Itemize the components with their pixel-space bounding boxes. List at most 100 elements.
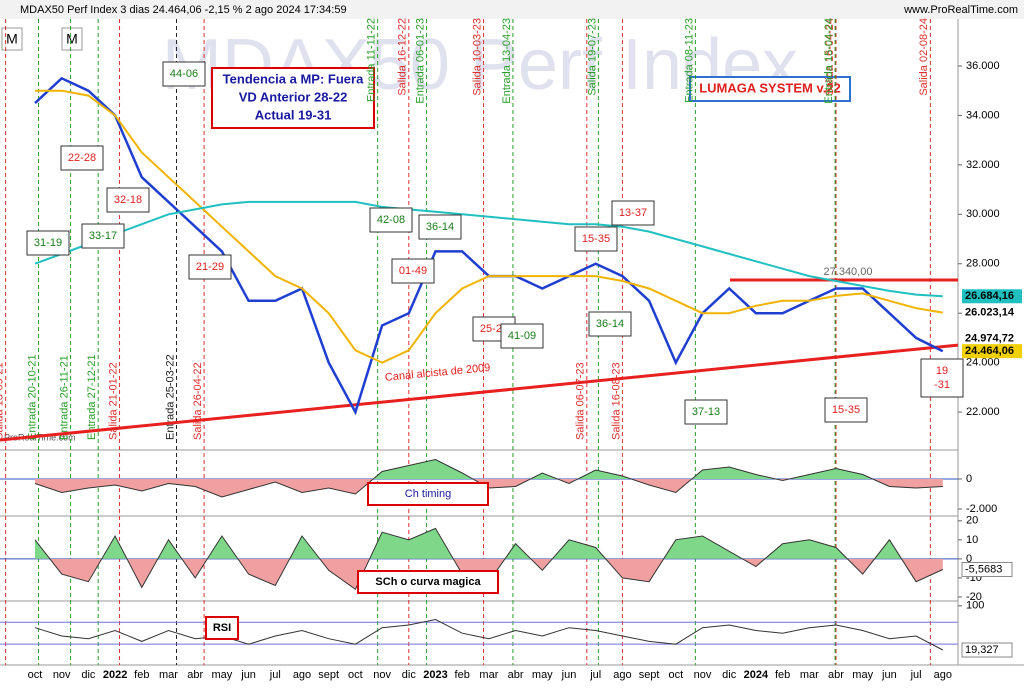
signal-box <box>26 230 70 256</box>
x-tick-label: oct <box>348 669 363 681</box>
event-label: Entrada 08-11-23 <box>683 18 695 103</box>
x-tick-label: jun <box>881 669 897 681</box>
system-label: LUMAGA SYSTEM v.22 <box>699 80 841 95</box>
x-tick-label: oct <box>668 669 683 681</box>
panel-label-box <box>367 482 489 506</box>
info-line: Actual 19-31 <box>255 107 332 122</box>
event-label: Salida 26-04-22 <box>192 362 204 440</box>
panel-label-box <box>205 616 239 640</box>
system-box <box>689 76 851 102</box>
signal-label: 41-09 <box>508 330 536 342</box>
x-tick-label: abr <box>187 669 203 681</box>
signal-label: 19 <box>936 365 948 377</box>
last-value-label: 24.974,72 <box>965 332 1014 344</box>
area-positive <box>35 528 902 559</box>
event-label: Salida 10-03-23 <box>471 18 483 96</box>
x-tick-label: 2024 <box>744 669 769 681</box>
x-tick-label: jul <box>910 669 922 681</box>
panel-label: SCh o curva magica <box>375 576 481 588</box>
button-label[interactable]: M <box>66 31 78 47</box>
signal-box <box>188 254 232 280</box>
y-tick-label: 0 <box>966 553 972 565</box>
y-tick-label: 30.000 <box>966 208 1000 220</box>
signal-box <box>824 397 868 423</box>
x-tick-label: ago <box>613 669 631 681</box>
trendline <box>0 343 959 442</box>
x-tick-label: may <box>852 669 873 681</box>
x-tick-label: oct <box>28 669 43 681</box>
signal-label: 36-14 <box>596 318 624 330</box>
info-line: Tendencia a MP: Fuera <box>223 71 364 86</box>
y-tick-label: 10 <box>966 534 978 546</box>
signal-box <box>369 207 413 233</box>
signal-label: 32-18 <box>114 194 142 206</box>
signal-box <box>588 311 632 337</box>
event-label: Salida 16-12-22 <box>397 18 409 96</box>
last-value-label: 24.464,06 <box>965 345 1014 357</box>
x-tick-label: mar <box>479 669 498 681</box>
event-label: Entrada 13-04-23 <box>501 18 513 104</box>
signal-label: 33-17 <box>89 230 117 242</box>
panel-label: Ch timing <box>405 488 451 500</box>
panel-label: RSI <box>213 622 231 634</box>
signal-box <box>391 258 435 284</box>
header-title: MDAX50 Perf Index 3 dias 24.464,06 -2,15… <box>20 4 347 16</box>
x-tick-label: abr <box>828 669 844 681</box>
last-value-box <box>962 289 1022 304</box>
x-tick-label: feb <box>455 669 470 681</box>
event-label: Entrada 26-11-21 <box>59 355 71 440</box>
last-value-box <box>962 344 1022 359</box>
event-label: Salida 21-01-22 <box>107 362 119 440</box>
signal-box <box>920 358 964 398</box>
x-tick-label: feb <box>134 669 149 681</box>
info-line: VD Anterior 28-22 <box>239 89 348 104</box>
y-tick-label: 20 <box>966 515 978 527</box>
event-label: Entrada 11-11-22 <box>366 18 378 102</box>
last-value-box <box>961 642 1013 658</box>
last-value-label: 19,327 <box>965 644 999 656</box>
x-tick-label: mar <box>159 669 178 681</box>
y-tick-label: 32.000 <box>966 159 1000 171</box>
event-label: Salida 19-07-23 <box>586 18 598 96</box>
last-value-label: 26.684,16 <box>965 290 1014 302</box>
event-label: Entrada 20-10-21 <box>26 354 38 440</box>
x-tick-label: jun <box>240 669 256 681</box>
x-tick-label: jul <box>269 669 281 681</box>
button[interactable] <box>61 27 83 51</box>
event-label: Salida 16-08-23 <box>610 362 622 440</box>
x-tick-label: may <box>212 669 233 681</box>
site: www.ProRealTime.com <box>903 4 1018 16</box>
signal-box <box>574 226 618 252</box>
osc-line <box>34 618 944 651</box>
y-tick-label: 24.000 <box>966 357 1000 369</box>
x-tick-label: nov <box>373 669 391 681</box>
last-value-box <box>962 305 1022 320</box>
x-tick-label: dic <box>402 669 417 681</box>
event-label: Entrada 25-03-22 <box>164 354 176 440</box>
event-label: Salida 16-04-24 <box>824 18 836 96</box>
button[interactable] <box>1 27 23 51</box>
signal-box <box>106 187 150 213</box>
series-line <box>35 89 943 364</box>
signal-label: 42-08 <box>377 214 405 226</box>
x-tick-label: feb <box>775 669 790 681</box>
signal-label: 13-37 <box>619 207 647 219</box>
x-tick-label: jun <box>561 669 577 681</box>
header-bar <box>0 0 1024 19</box>
event-label: Entrada 06-01-23 <box>415 18 427 104</box>
event-label: Entrada 27-12-21 <box>86 354 98 440</box>
signal-label: 22-28 <box>68 152 96 164</box>
last-value-label: -5,5683 <box>965 563 1002 575</box>
info-box <box>211 67 375 129</box>
signal-box <box>81 223 125 249</box>
x-tick-label: may <box>532 669 553 681</box>
x-tick-label: jul <box>589 669 601 681</box>
x-tick-label: dic <box>722 669 737 681</box>
resistance-label: 27.340,00 <box>824 266 873 278</box>
signal-box <box>418 214 462 240</box>
signal-label: 37-13 <box>692 406 720 418</box>
button-label[interactable]: M <box>6 31 18 47</box>
signal-box <box>162 61 206 87</box>
last-value-box <box>961 561 1013 577</box>
y-tick-label: 0 <box>966 473 972 485</box>
